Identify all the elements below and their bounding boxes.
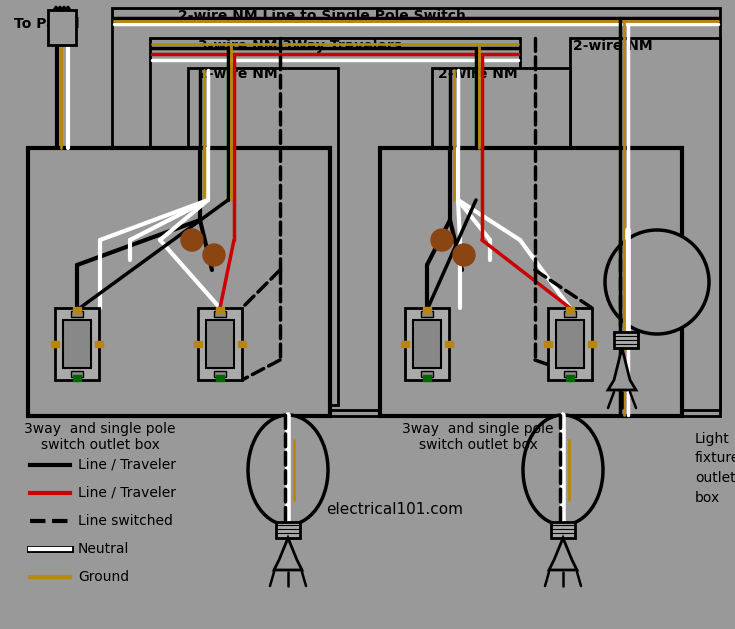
Text: 3-wire NM 3Way Travelers: 3-wire NM 3Way Travelers <box>198 39 402 53</box>
Circle shape <box>605 230 709 334</box>
Text: Line / Traveler: Line / Traveler <box>78 486 176 500</box>
Bar <box>55 308 99 380</box>
Bar <box>614 332 638 348</box>
Bar <box>421 371 433 377</box>
Text: Ground: Ground <box>78 570 129 584</box>
Bar <box>551 522 575 538</box>
Bar <box>380 148 682 416</box>
Bar <box>28 148 330 416</box>
Bar <box>71 371 83 377</box>
Bar <box>421 311 433 317</box>
Polygon shape <box>608 348 636 390</box>
Bar <box>405 308 449 380</box>
Circle shape <box>431 229 453 251</box>
Bar <box>556 320 584 368</box>
Bar <box>216 307 224 313</box>
Text: Neutral: Neutral <box>78 542 129 556</box>
Bar <box>112 8 720 416</box>
Bar <box>71 311 83 317</box>
Text: 2-wire NM: 2-wire NM <box>198 67 278 81</box>
Polygon shape <box>274 538 302 570</box>
Bar <box>566 307 574 313</box>
Text: Line / Traveler: Line / Traveler <box>78 458 176 472</box>
Bar <box>564 311 576 317</box>
Bar <box>566 375 574 381</box>
Text: Line switched: Line switched <box>78 514 173 528</box>
Circle shape <box>181 229 203 251</box>
Bar <box>206 320 234 368</box>
Text: 2-wire NM: 2-wire NM <box>573 39 653 53</box>
Bar <box>544 341 552 347</box>
Circle shape <box>453 244 475 266</box>
Bar <box>73 375 81 381</box>
Bar <box>214 311 226 317</box>
Text: 2-wire NM: 2-wire NM <box>438 67 517 81</box>
Bar <box>63 320 91 368</box>
Text: Light
fixture
outlet
box: Light fixture outlet box <box>695 432 735 504</box>
Text: To Panel: To Panel <box>14 17 79 31</box>
Bar <box>570 38 720 410</box>
Ellipse shape <box>523 415 603 525</box>
Circle shape <box>203 244 225 266</box>
Text: 3way  and single pole
switch outlet box: 3way and single pole switch outlet box <box>24 422 176 452</box>
Bar <box>51 341 59 347</box>
Bar <box>423 307 431 313</box>
Bar <box>150 38 520 410</box>
Text: electrical101.com: electrical101.com <box>326 503 464 518</box>
Ellipse shape <box>248 415 328 525</box>
Text: 2-wire NM Line to Single Pole Switch: 2-wire NM Line to Single Pole Switch <box>178 9 466 23</box>
Bar <box>216 375 224 381</box>
Bar <box>564 371 576 377</box>
Bar <box>73 307 81 313</box>
Text: 3way  and single pole
switch outlet box: 3way and single pole switch outlet box <box>402 422 553 452</box>
Bar <box>276 522 300 538</box>
Bar <box>188 68 338 405</box>
Bar <box>401 341 409 347</box>
Bar <box>238 341 246 347</box>
Polygon shape <box>549 538 577 570</box>
Bar <box>48 10 76 45</box>
Bar <box>445 341 453 347</box>
Bar <box>588 341 596 347</box>
Bar <box>548 308 592 380</box>
Bar <box>413 320 441 368</box>
Bar <box>198 308 242 380</box>
Bar <box>194 341 202 347</box>
Bar <box>432 68 570 405</box>
Bar <box>214 371 226 377</box>
Bar <box>423 375 431 381</box>
Bar <box>95 341 103 347</box>
